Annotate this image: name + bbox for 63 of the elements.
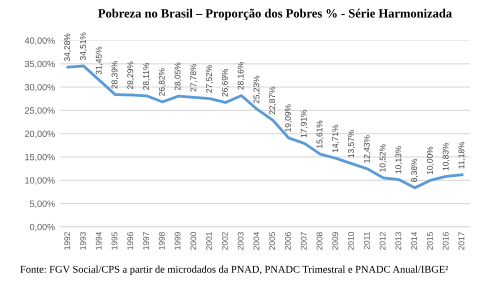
data-label: 11,18% bbox=[458, 142, 466, 169]
x-tick-label: 2004 bbox=[253, 232, 260, 250]
x-tick-label: 2013 bbox=[395, 232, 402, 250]
x-tick-label: 2005 bbox=[269, 232, 276, 250]
x-tick-label: 2012 bbox=[380, 232, 386, 250]
x-tick-label: 2017 bbox=[458, 232, 464, 250]
x-tick-label: 2011 bbox=[364, 232, 370, 250]
data-label: 34,51% bbox=[80, 32, 87, 60]
data-label: 25,23% bbox=[253, 76, 260, 104]
data-label: 31,45% bbox=[96, 46, 103, 74]
x-tick-label: 1997 bbox=[143, 232, 149, 250]
y-tick-label: 35,00% bbox=[24, 60, 55, 68]
y-tick-label: 15,00% bbox=[25, 154, 55, 162]
x-tick-label: 1992 bbox=[64, 232, 70, 250]
x-tick-label: 1998 bbox=[158, 232, 165, 250]
x-tick-label: 2007 bbox=[300, 232, 307, 250]
x-tick-label: 2015 bbox=[426, 232, 433, 250]
y-tick-label: 0,00% bbox=[30, 224, 55, 232]
data-label: 13,57% bbox=[348, 130, 355, 158]
y-tick-label: 30,00% bbox=[24, 84, 55, 92]
y-tick-label: 10,00% bbox=[25, 177, 55, 185]
x-tick-label: 2000 bbox=[190, 232, 196, 250]
data-label: 10,13% bbox=[395, 146, 402, 174]
source-note: Fonte: FGV Social/CPS a partir de microdados da PNAD, PNADC Trimestral e PNADC Anual/IBGE² bbox=[20, 265, 448, 275]
x-tick-label: 1995 bbox=[112, 232, 118, 250]
x-tick-label: 1999 bbox=[174, 232, 181, 250]
y-tick-label: 20,00% bbox=[24, 130, 55, 138]
x-tick-label: 1993 bbox=[80, 232, 86, 250]
data-label: 14,71% bbox=[332, 124, 340, 152]
x-tick-label: 2009 bbox=[332, 232, 338, 250]
y-tick-label: 25,00% bbox=[24, 107, 55, 115]
x-tick-label: 2001 bbox=[206, 232, 212, 250]
data-label: 10,83% bbox=[442, 142, 450, 170]
chart-title: Pobreza no Brasil – Proporção dos Pobres % - Série Harmonizada bbox=[98, 8, 452, 20]
x-tick-label: 2014 bbox=[411, 232, 418, 250]
x-tick-label: 2010 bbox=[348, 232, 354, 250]
x-tick-label: 2003 bbox=[238, 232, 244, 250]
data-label: 12,43% bbox=[364, 135, 371, 163]
data-label: 10,00% bbox=[426, 146, 434, 174]
x-tick-label: 2002 bbox=[222, 232, 228, 250]
data-label: 26,82% bbox=[158, 68, 166, 96]
data-label: 15,61% bbox=[316, 120, 324, 148]
y-tick-label: 5,00% bbox=[30, 200, 55, 208]
x-tick-label: 2016 bbox=[442, 232, 449, 250]
data-label: 34,28% bbox=[64, 34, 72, 62]
data-label: 22,87% bbox=[269, 86, 276, 114]
x-tick-label: 2008 bbox=[316, 232, 322, 250]
data-label: 10,52% bbox=[380, 144, 386, 172]
data-label: 28,05% bbox=[174, 62, 182, 90]
x-tick-label: 1994 bbox=[96, 232, 102, 250]
x-tick-label: 1996 bbox=[127, 232, 134, 250]
data-label: 28,39% bbox=[112, 61, 118, 89]
data-label: 27,78% bbox=[190, 64, 198, 92]
data-label: 27,52% bbox=[206, 65, 214, 93]
data-label: 28,16% bbox=[238, 62, 245, 90]
data-label: 17,91% bbox=[300, 110, 308, 138]
data-label: 28,11% bbox=[143, 62, 150, 90]
data-label: 28,29% bbox=[127, 62, 134, 90]
data-label: 8,38% bbox=[411, 158, 418, 182]
data-label: 26,69% bbox=[222, 68, 229, 97]
y-tick-label: 40,00% bbox=[24, 37, 55, 45]
data-label: 19,09% bbox=[284, 104, 292, 132]
x-tick-label: 2006 bbox=[284, 232, 291, 250]
